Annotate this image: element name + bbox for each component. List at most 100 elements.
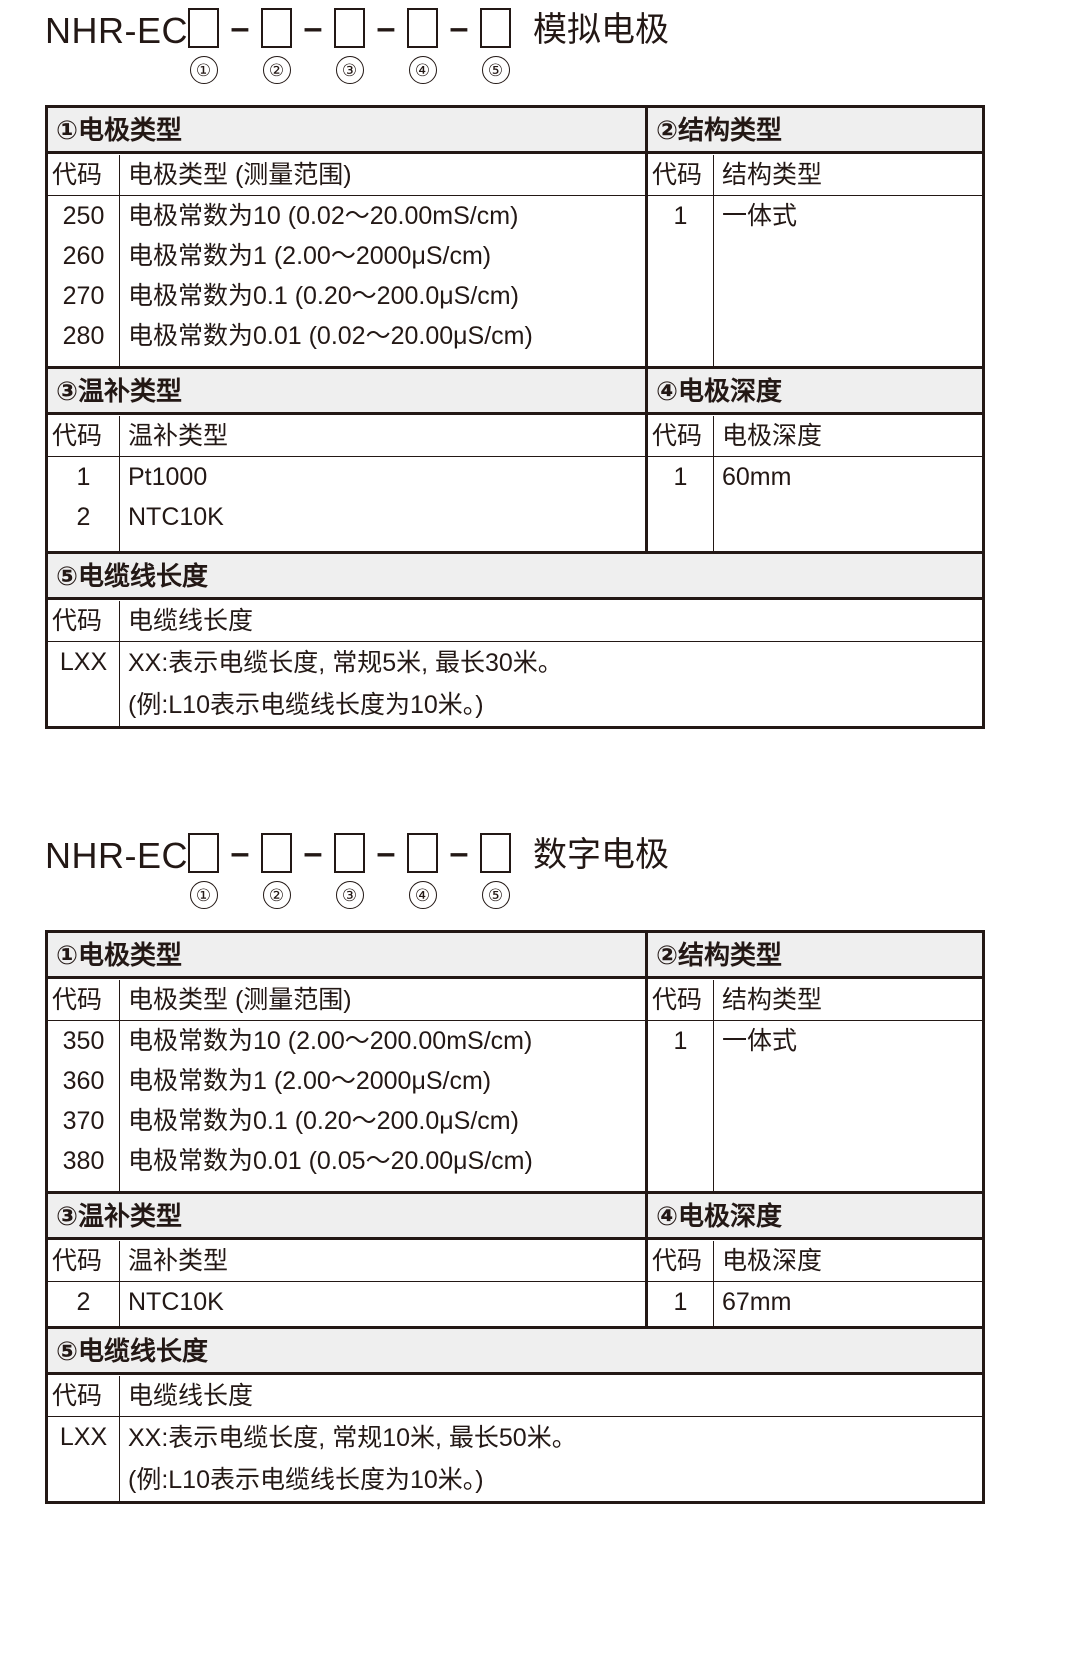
- group-4-column: ④电极深度 代码 电极深度 1 67mm: [648, 1194, 982, 1326]
- code-box[interactable]: [261, 8, 292, 48]
- filler-row: [48, 537, 645, 551]
- model-prefix: NHR-EC: [45, 10, 188, 51]
- header-value: 电缆线长度: [128, 606, 254, 635]
- header-code: 代码: [48, 1240, 120, 1281]
- table-row: LXX XX:表示电缆长度, 常规5米, 最长30米。 (例:L10表示电缆线长…: [48, 642, 982, 726]
- table-section-1-2: ①电极类型 代码 电极类型 (测量范围) 250 电极常数为10 (0.02～2…: [48, 108, 982, 366]
- row-value: 电极常数为0.1 (0.20～200.0μS/cm): [128, 1107, 519, 1135]
- header-value: 结构类型: [722, 160, 823, 189]
- group-3-band: ③温补类型: [48, 369, 645, 415]
- row-value: 电极常数为0.01 (0.02～20.00μS/cm): [128, 322, 533, 350]
- table-section-5: ⑤电缆线长度 代码 电缆线长度 LXX XX:表示电缆长度, 常规5米, 最长3…: [48, 551, 982, 726]
- code-box[interactable]: [334, 8, 365, 48]
- table-section-3-4: ③温补类型 代码 温补类型 1 Pt1000 2 NTC10K: [48, 366, 982, 551]
- group-2-band: ②结构类型: [648, 108, 982, 154]
- code-box[interactable]: [407, 8, 438, 48]
- row-code: 380: [48, 1141, 120, 1181]
- header-value: 电缆线长度: [128, 1381, 254, 1410]
- header-value: 结构类型: [722, 985, 823, 1014]
- slot-index-3: ③: [335, 881, 364, 909]
- model-slot-4: ④: [407, 8, 438, 84]
- row-value-block: XX:表示电缆长度, 常规5米, 最长30米。 (例:L10表示电缆线长度为10…: [120, 642, 982, 726]
- slot-index-1: ①: [189, 881, 218, 909]
- table-row: 2 NTC10K: [48, 497, 645, 537]
- row-code: 360: [48, 1061, 120, 1101]
- slot-index-1: ①: [189, 56, 218, 84]
- model-slot-3: ③: [334, 833, 365, 909]
- filler-row: [648, 1061, 982, 1191]
- header-code: 代码: [48, 154, 120, 195]
- header-code: 代码: [648, 979, 714, 1020]
- table-section-3-4: ③温补类型 代码 温补类型 2 NTC10K ④电极深度: [48, 1191, 982, 1326]
- header-value: 电极类型 (测量范围): [128, 160, 352, 189]
- group-4-header-row: 代码 电极深度: [648, 415, 982, 457]
- group-1-rows: 350 电极常数为10 (2.00～200.00mS/cm) 360 电极常数为…: [48, 1021, 645, 1191]
- table-row: 1 67mm: [648, 1282, 982, 1322]
- row-value: 电极常数为1 (2.00～2000μS/cm): [128, 242, 492, 270]
- model-slot-1: ①: [188, 833, 219, 909]
- slot-index-5: ⑤: [481, 881, 510, 909]
- row-code: LXX: [48, 1417, 120, 1501]
- row-code: 1: [648, 457, 714, 497]
- group-3-band: ③温补类型: [48, 1194, 645, 1240]
- table-row: 260 电极常数为1 (2.00～2000μS/cm): [48, 236, 645, 276]
- table-row: 2 NTC10K: [48, 1282, 645, 1322]
- row-code: 280: [48, 316, 120, 356]
- row-code: 370: [48, 1101, 120, 1141]
- group-3-rows: 2 NTC10K: [48, 1282, 645, 1326]
- group-1-rows: 250 电极常数为10 (0.02～20.00mS/cm) 260 电极常数为1…: [48, 196, 645, 366]
- separator-dash: –: [230, 9, 250, 47]
- header-value: 电极深度: [722, 1246, 823, 1275]
- group-1-header-row: 代码 电极类型 (测量范围): [48, 979, 645, 1021]
- header-code: 代码: [48, 600, 120, 641]
- code-box[interactable]: [188, 833, 219, 873]
- row-code: 2: [48, 497, 120, 537]
- group-1-band: ①电极类型: [48, 933, 645, 979]
- group-3-column: ③温补类型 代码 温补类型 1 Pt1000 2 NTC10K: [48, 369, 648, 551]
- row-value: XX:表示电缆长度, 常规5米, 最长30米。: [128, 649, 563, 677]
- separator-dash: –: [376, 9, 396, 47]
- header-code: 代码: [648, 154, 714, 195]
- row-value: 60mm: [722, 463, 792, 491]
- row-value: XX:表示电缆长度, 常规10米, 最长50米。: [128, 1424, 577, 1452]
- separator-dash: –: [303, 9, 323, 47]
- header-value: 温补类型: [128, 1246, 229, 1275]
- code-box[interactable]: [188, 8, 219, 48]
- table-row: 350 电极常数为10 (2.00～200.00mS/cm): [48, 1021, 645, 1061]
- header-code: 代码: [648, 1240, 714, 1281]
- model-code-analog: NHR-EC ① – ② – ③ – ④: [0, 8, 1080, 84]
- separator-dash: –: [449, 834, 469, 872]
- group-4-band: ④电极深度: [648, 1194, 982, 1240]
- model-slot-5: ⑤: [480, 8, 511, 84]
- row-code: 1: [648, 1021, 714, 1061]
- slot-index-3: ③: [335, 56, 364, 84]
- code-box[interactable]: [334, 833, 365, 873]
- table-row: 280 电极常数为0.01 (0.02～20.00μS/cm): [48, 316, 645, 356]
- model-slot-2: ②: [261, 833, 292, 909]
- slot-index-4: ④: [408, 881, 437, 909]
- code-box[interactable]: [480, 8, 511, 48]
- code-box[interactable]: [261, 833, 292, 873]
- header-value: 电极深度: [722, 421, 823, 450]
- group-4-header-row: 代码 电极深度: [648, 1240, 982, 1282]
- row-value: Pt1000: [128, 463, 208, 491]
- code-box[interactable]: [407, 833, 438, 873]
- table-row: 270 电极常数为0.1 (0.20～200.0μS/cm): [48, 276, 645, 316]
- group-1-band: ①电极类型: [48, 108, 645, 154]
- group-1-header-row: 代码 电极类型 (测量范围): [48, 154, 645, 196]
- group-2-header-row: 代码 结构类型: [648, 154, 982, 196]
- row-code: 250: [48, 196, 120, 236]
- group-1-column: ①电极类型 代码 电极类型 (测量范围) 350 电极常数为10 (2.00～2…: [48, 933, 648, 1191]
- spec-table-digital: ①电极类型 代码 电极类型 (测量范围) 350 电极常数为10 (2.00～2…: [45, 930, 985, 1504]
- group-2-column: ②结构类型 代码 结构类型 1 一体式: [648, 108, 982, 366]
- row-value: 电极常数为10 (2.00～200.00mS/cm): [128, 1027, 533, 1055]
- model-code-line: NHR-EC ① – ② – ③ – ④: [0, 833, 1080, 909]
- row-value: 电极常数为1 (2.00～2000μS/cm): [128, 1067, 492, 1095]
- group-5-header-row: 代码 电缆线长度: [48, 600, 982, 642]
- model-slots: ① – ② – ③ – ④ –: [188, 833, 511, 909]
- table-row: 360 电极常数为1 (2.00～2000μS/cm): [48, 1061, 645, 1101]
- table-row: 1 一体式: [648, 196, 982, 236]
- code-box[interactable]: [480, 833, 511, 873]
- table-row: LXX XX:表示电缆长度, 常规10米, 最长50米。 (例:L10表示电缆线…: [48, 1417, 982, 1501]
- separator-dash: –: [230, 834, 250, 872]
